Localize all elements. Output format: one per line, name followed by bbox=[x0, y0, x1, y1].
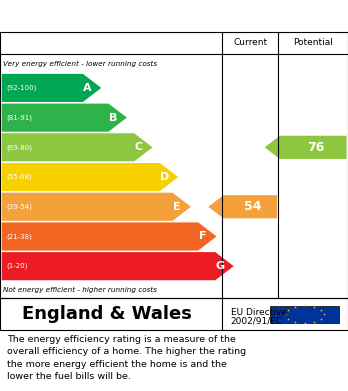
Text: (55-68): (55-68) bbox=[6, 174, 32, 180]
Text: EU Directive: EU Directive bbox=[231, 308, 287, 317]
Text: F: F bbox=[199, 231, 207, 242]
Text: (81-91): (81-91) bbox=[6, 115, 32, 121]
Text: (39-54): (39-54) bbox=[6, 203, 32, 210]
Polygon shape bbox=[2, 252, 234, 280]
Polygon shape bbox=[2, 133, 152, 161]
Text: 76: 76 bbox=[307, 141, 324, 154]
Text: (92-100): (92-100) bbox=[6, 85, 36, 91]
Text: B: B bbox=[109, 113, 117, 123]
Text: C: C bbox=[135, 142, 143, 152]
Text: 2002/91/EC: 2002/91/EC bbox=[231, 317, 283, 326]
Text: Very energy efficient - lower running costs: Very energy efficient - lower running co… bbox=[3, 61, 157, 66]
Text: (21-38): (21-38) bbox=[6, 233, 32, 240]
Polygon shape bbox=[2, 104, 127, 132]
Polygon shape bbox=[2, 163, 178, 191]
Text: England & Wales: England & Wales bbox=[22, 305, 191, 323]
Text: E: E bbox=[173, 202, 181, 212]
Polygon shape bbox=[2, 193, 191, 221]
Text: 54: 54 bbox=[244, 200, 261, 213]
Polygon shape bbox=[264, 136, 347, 159]
Text: Potential: Potential bbox=[293, 38, 333, 47]
Text: A: A bbox=[83, 83, 92, 93]
Text: Current: Current bbox=[233, 38, 267, 47]
Text: Not energy efficient - higher running costs: Not energy efficient - higher running co… bbox=[3, 287, 157, 293]
Polygon shape bbox=[2, 222, 216, 251]
Polygon shape bbox=[2, 74, 101, 102]
Text: D: D bbox=[160, 172, 169, 182]
Text: The energy efficiency rating is a measure of the
overall efficiency of a home. T: The energy efficiency rating is a measur… bbox=[7, 335, 246, 381]
Text: G: G bbox=[215, 261, 224, 271]
Text: (69-80): (69-80) bbox=[6, 144, 32, 151]
Polygon shape bbox=[208, 195, 277, 218]
Text: (1-20): (1-20) bbox=[6, 263, 27, 269]
Text: Energy Efficiency Rating: Energy Efficiency Rating bbox=[10, 9, 220, 23]
Bar bbox=[270, 305, 339, 323]
